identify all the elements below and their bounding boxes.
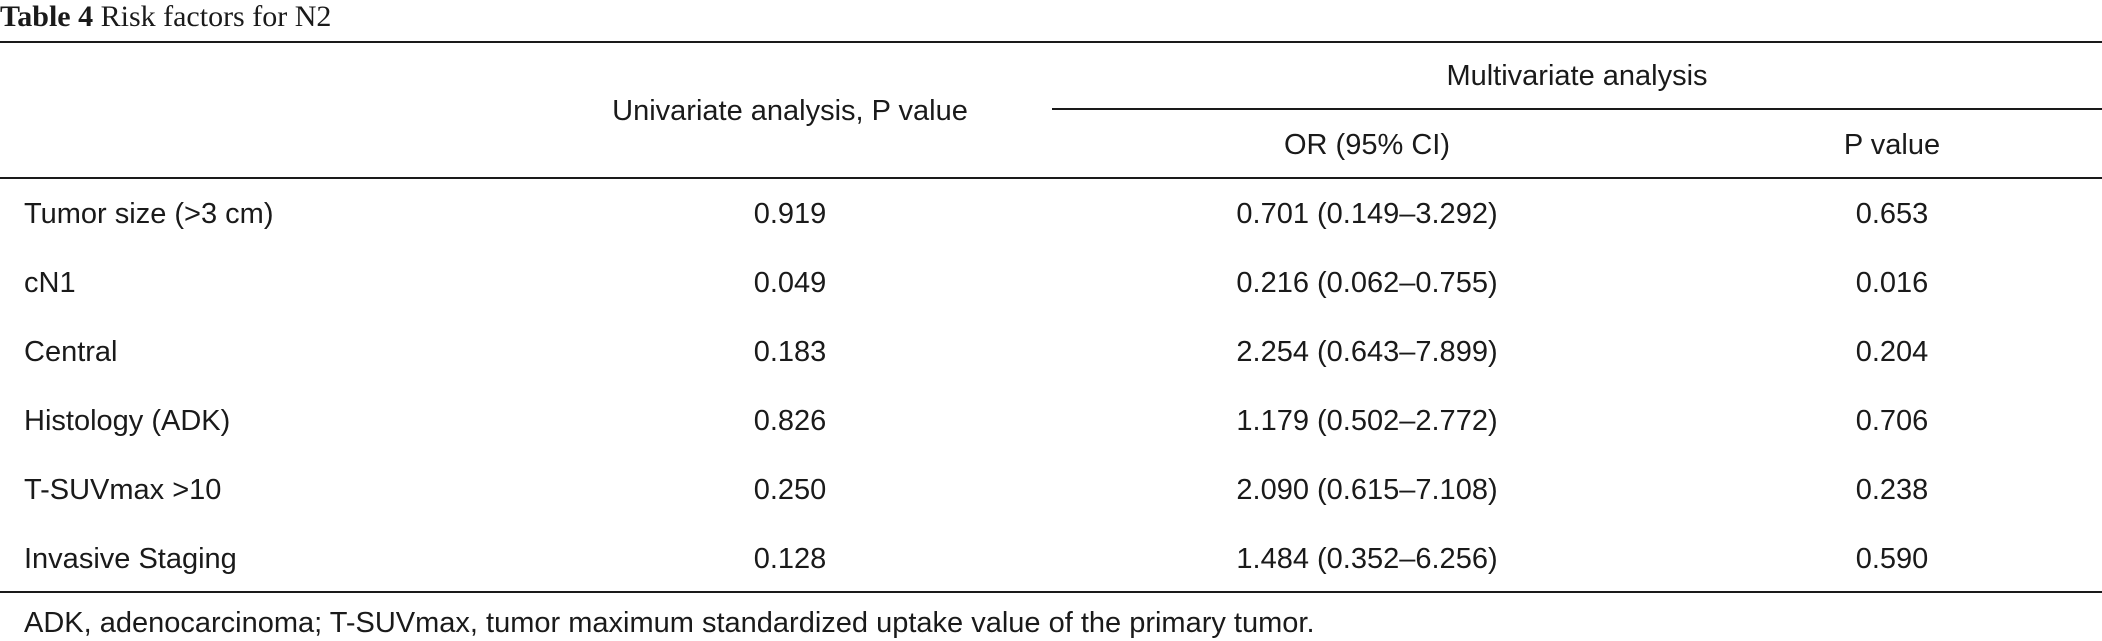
row-p-value: 0.653 [1855,198,1929,230]
row-p-value: 0.016 [1855,267,1929,299]
row-or-ci: 0.701 (0.149–3.292) [1236,198,1498,230]
row-univariate-p: 0.183 [753,336,827,368]
row-p-value: 0.238 [1855,474,1929,506]
row-p-value: 0.706 [1855,405,1929,437]
row-factor: Tumor size (>3 cm) [24,198,274,230]
header-p-value: P value [1843,129,1941,161]
row-or-ci: 2.254 (0.643–7.899) [1236,336,1498,368]
row-univariate-p: 0.049 [753,267,827,299]
row-univariate-p: 0.826 [753,405,827,437]
row-factor: Central [24,336,118,368]
row-p-value: 0.204 [1855,336,1929,368]
bottom-rule [0,591,2102,593]
top-rule [0,41,2102,43]
row-univariate-p: 0.128 [753,543,827,575]
row-factor: Histology (ADK) [24,405,231,437]
row-or-ci: 0.216 (0.062–0.755) [1236,267,1498,299]
row-factor: Invasive Staging [24,543,237,575]
row-univariate-p: 0.919 [753,198,827,230]
row-univariate-p: 0.250 [753,474,827,506]
row-p-value: 0.590 [1855,543,1929,575]
row-factor: T-SUVmax >10 [24,474,222,506]
header-multivariate: Multivariate analysis [1446,60,1708,92]
header-or-ci: OR (95% CI) [1284,129,1450,161]
row-factor: cN1 [24,267,76,299]
multivariate-rule [1052,108,2102,110]
table-footnote: ADK, adenocarcinoma; T-SUVmax, tumor max… [24,607,1315,639]
table-caption: Table 4 Risk factors for N2 [0,0,331,40]
table-title: Risk factors for N2 [100,0,332,33]
row-or-ci: 1.484 (0.352–6.256) [1236,543,1498,575]
row-or-ci: 1.179 (0.502–2.772) [1236,405,1498,437]
row-or-ci: 2.090 (0.615–7.108) [1236,474,1498,506]
header-univariate: Univariate analysis, P value [612,95,968,127]
table-label: Table 4 [0,0,94,33]
header-rule [0,177,2102,179]
